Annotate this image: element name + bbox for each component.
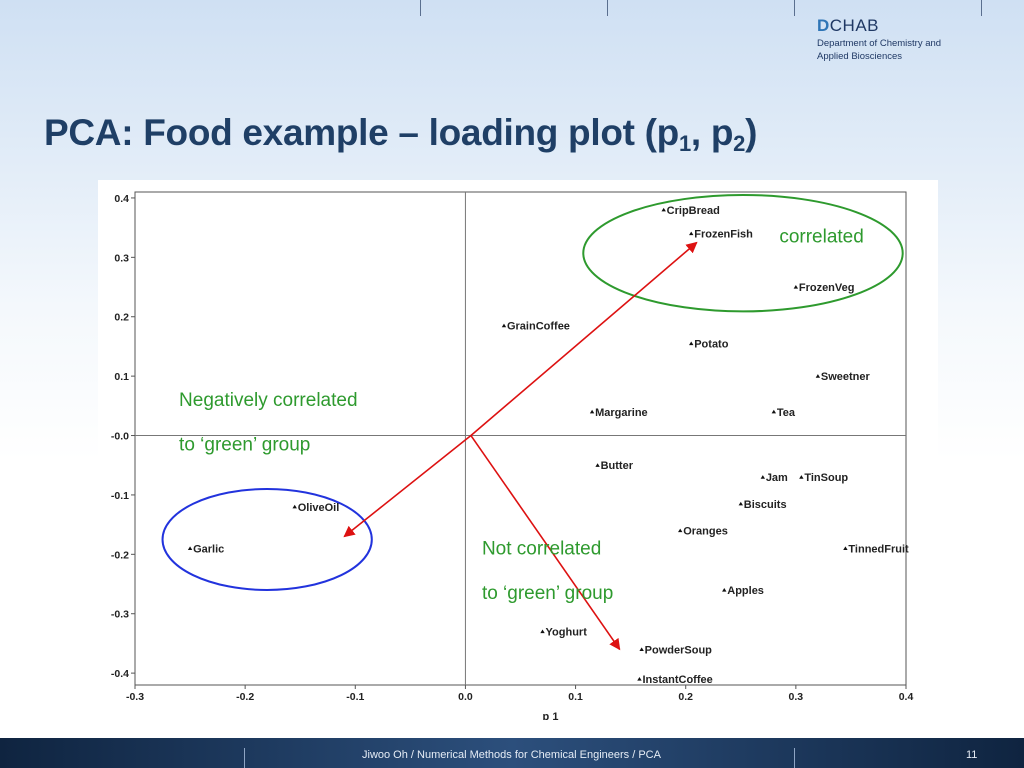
point-label: Sweetner xyxy=(821,371,871,383)
y-tick-label: -0.2 xyxy=(111,549,129,561)
logo-subtitle-line2: Applied Biosciences xyxy=(817,51,903,62)
plot-frame xyxy=(134,191,907,686)
logo-wordmark: DCHAB xyxy=(817,16,880,35)
top-divider-4 xyxy=(981,0,982,16)
loading-plot-chart: -0.3 -0.2 -0.1 0.0 0.1 0.2 0.3 0.4 0.4 0.3 0.2 0.1 -… xyxy=(111,191,914,720)
data-point xyxy=(637,677,642,681)
loading-plot-panel: -0.3 -0.2 -0.1 0.0 0.1 0.2 0.3 0.4 0.4 0.3 0.2 0.1 -… xyxy=(98,180,938,720)
y-tick-label: 0.4 xyxy=(114,193,129,205)
y-tick-label: -0.3 xyxy=(111,609,129,621)
point-label: PowderSoup xyxy=(645,644,713,656)
data-point xyxy=(738,501,743,506)
x-tick-label: 0.3 xyxy=(789,691,804,703)
point-label: Biscuits xyxy=(744,499,787,511)
data-point xyxy=(540,629,545,634)
top-divider-3 xyxy=(794,0,795,16)
green-ellipse xyxy=(582,193,904,313)
point-label: Jam xyxy=(766,472,788,484)
footer-divider-2 xyxy=(794,748,795,768)
point-label: OliveOil xyxy=(298,502,340,514)
data-point xyxy=(722,587,727,592)
y-tick-label: -0.4 xyxy=(111,668,129,680)
x-axis-label: p 1 xyxy=(543,711,559,720)
point-label: Garlic xyxy=(193,543,224,555)
y-tick-label: 0.2 xyxy=(114,312,129,324)
top-divider-1 xyxy=(420,0,421,16)
x-tick-label: 0.1 xyxy=(568,691,583,703)
top-divider-2 xyxy=(607,0,608,16)
point-label: FrozenVeg xyxy=(799,282,855,294)
data-point xyxy=(799,475,804,479)
data-point xyxy=(589,409,595,414)
data-point xyxy=(771,409,777,414)
arrow-to-garlic-group xyxy=(343,434,472,538)
data-point xyxy=(678,528,683,533)
point-label: Butter xyxy=(601,460,634,472)
point-label: TinSoup xyxy=(804,472,848,484)
dchab-logo: DCHAB Department of Chemistry and Applie… xyxy=(817,16,941,62)
x-tick-label: 0.4 xyxy=(899,691,914,703)
annotation-not-correlated-group: to ‘green’ group xyxy=(482,583,613,604)
point-label: InstantCoffee xyxy=(642,674,712,686)
annotation-negatively-correlated: Negatively correlated xyxy=(179,390,357,411)
arrow-to-powdersoup xyxy=(470,435,621,651)
annotation-correlated: correlated xyxy=(779,226,864,247)
footer-divider-1 xyxy=(244,748,245,768)
data-point xyxy=(760,475,766,479)
x-tick-label: -0.1 xyxy=(346,691,364,703)
point-label: Potato xyxy=(694,338,729,350)
arrow-to-frozenfish xyxy=(470,241,698,437)
logo-subtitle-line1: Department of Chemistry and xyxy=(817,38,942,49)
data-point xyxy=(292,504,297,509)
footer-bar: Jiwoo Oh / Numerical Methods for Chemica… xyxy=(0,738,1024,768)
point-label: Tea xyxy=(777,407,796,419)
point-label: GrainCoffee xyxy=(507,321,570,333)
data-point xyxy=(843,546,848,550)
annotation-not-correlated: Not correlated xyxy=(482,538,601,559)
data-point xyxy=(501,323,507,328)
data-point xyxy=(595,463,600,467)
blue-ellipse xyxy=(161,487,373,591)
point-label: Oranges xyxy=(683,526,728,538)
point-label: Yoghurt xyxy=(546,627,588,639)
point-label: Margarine xyxy=(595,407,648,419)
data-point xyxy=(661,207,666,212)
point-label: CripBread xyxy=(667,205,720,217)
y-tick-label: -0.0 xyxy=(111,431,129,443)
y-tick-label: 0.1 xyxy=(114,371,129,383)
data-point xyxy=(793,285,799,289)
x-tick-label: -0.3 xyxy=(126,691,144,703)
slide-title: PCA: Food example – loading plot (p1, p2… xyxy=(44,112,758,156)
point-label: TinnedFruit xyxy=(848,543,909,555)
footer-text: Jiwoo Oh / Numerical Methods for Chemica… xyxy=(362,749,661,761)
x-tick-label: 0.0 xyxy=(458,691,473,703)
data-point xyxy=(639,647,644,651)
point-label: FrozenFish xyxy=(694,229,753,241)
annotation-negatively-correlated-group: to ‘green’ group xyxy=(179,434,310,455)
y-tick-label: -0.1 xyxy=(111,490,129,502)
data-point xyxy=(689,231,694,236)
data-point xyxy=(815,374,821,378)
x-tick-label: 0.2 xyxy=(678,691,693,703)
y-tick-label: 0.3 xyxy=(114,252,129,264)
page-number: 11 xyxy=(966,749,978,761)
data-point xyxy=(187,546,193,550)
data-point xyxy=(689,341,694,346)
x-tick-label: -0.2 xyxy=(236,691,254,703)
point-label: Apples xyxy=(727,585,764,597)
